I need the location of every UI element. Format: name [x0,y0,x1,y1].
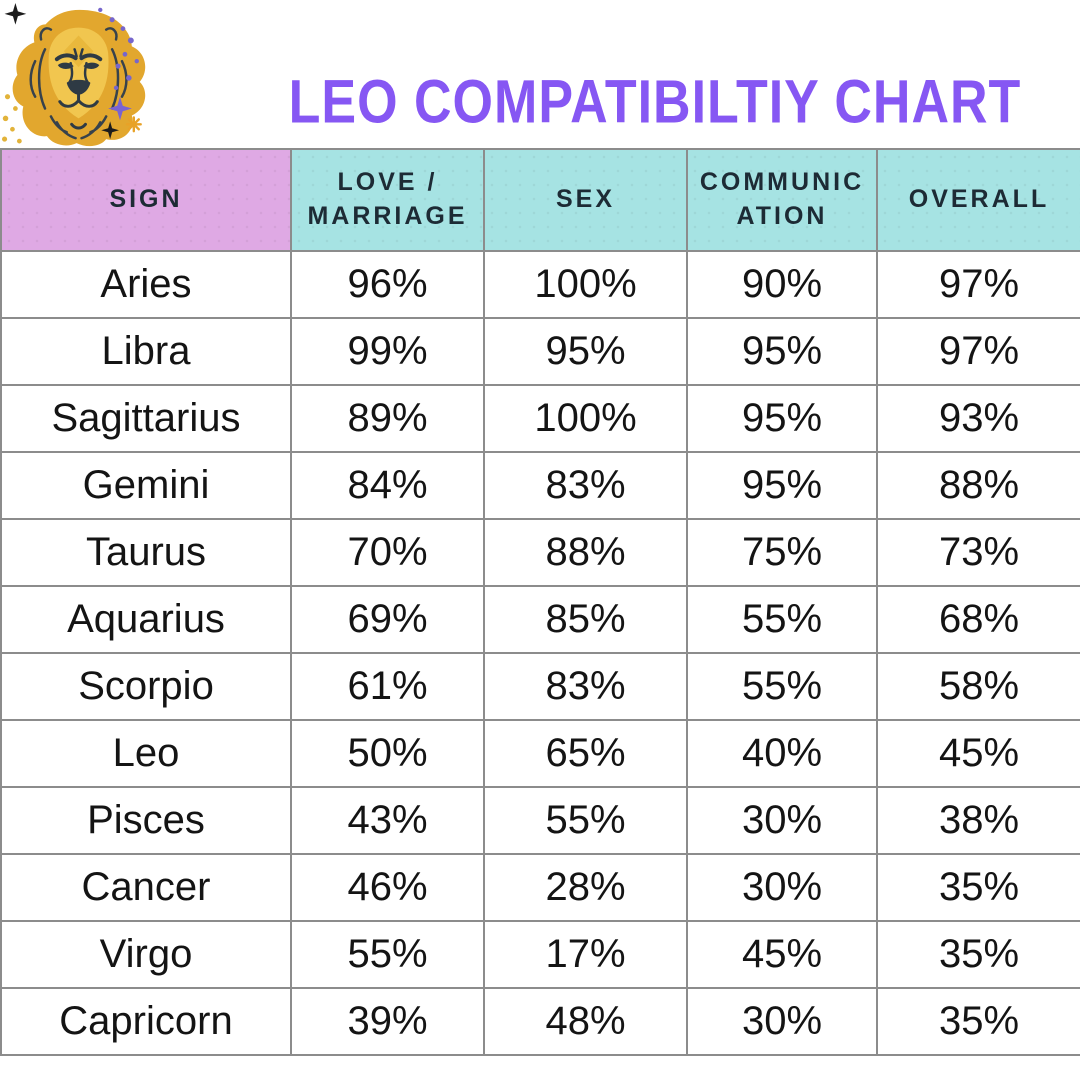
communication-cell: 40% [686,719,878,788]
love-marriage-cell: 99% [290,317,485,386]
sign-cell: Aries [0,250,292,319]
sign-cell: Sagittarius [0,384,292,453]
sex-cell: 83% [483,652,688,721]
sign-cell: Scorpio [0,652,292,721]
communication-cell: 90% [686,250,878,319]
communication-cell: 55% [686,652,878,721]
sign-cell: Aquarius [0,585,292,654]
table-row: Scorpio 61% 83% 55% 58% [0,652,1080,721]
communication-cell: 95% [686,317,878,386]
lion-face [48,27,109,130]
column-header-overall: OVERALL [876,148,1080,252]
love-marriage-cell: 70% [290,518,485,587]
love-marriage-cell: 55% [290,920,485,989]
overall-cell: 38% [876,786,1080,855]
table-row: Cancer 46% 28% 30% 35% [0,853,1080,922]
purple-dots [98,7,139,90]
sex-cell: 95% [483,317,688,386]
love-marriage-cell: 89% [290,384,485,453]
table-row: Pisces 43% 55% 30% 38% [0,786,1080,855]
overall-cell: 68% [876,585,1080,654]
communication-cell: 95% [686,451,878,520]
table-header: SIGN LOVE / MARRIAGE SEX COMMUNICATION O… [0,148,1080,252]
overall-cell: 58% [876,652,1080,721]
yellow-dots [1,94,22,144]
sex-cell: 48% [483,987,688,1056]
sign-cell: Gemini [0,451,292,520]
communication-cell: 30% [686,786,878,855]
love-marriage-cell: 46% [290,853,485,922]
communication-cell: 55% [686,585,878,654]
overall-cell: 88% [876,451,1080,520]
table-row: Sagittarius 89% 100% 95% 93% [0,384,1080,453]
sex-cell: 100% [483,384,688,453]
sex-cell: 65% [483,719,688,788]
sex-cell: 55% [483,786,688,855]
communication-cell: 30% [686,853,878,922]
communication-cell: 75% [686,518,878,587]
sign-cell: Taurus [0,518,292,587]
overall-cell: 45% [876,719,1080,788]
sex-cell: 17% [483,920,688,989]
table-row: Libra 99% 95% 95% 97% [0,317,1080,386]
sex-cell: 88% [483,518,688,587]
table-row: Aquarius 69% 85% 55% 68% [0,585,1080,654]
sign-cell: Capricorn [0,987,292,1056]
overall-cell: 35% [876,987,1080,1056]
overall-cell: 93% [876,384,1080,453]
sign-cell: Pisces [0,786,292,855]
overall-cell: 35% [876,920,1080,989]
table-row: Leo 50% 65% 40% 45% [0,719,1080,788]
love-marriage-cell: 69% [290,585,485,654]
table-body: Aries 96% 100% 90% 97% Libra 99% 95% 95% 97% Sagit… [0,250,1080,1056]
table-row: Capricorn 39% 48% 30% 35% [0,987,1080,1056]
table-row: Virgo 55% 17% 45% 35% [0,920,1080,989]
table-row: Gemini 84% 83% 95% 88% [0,451,1080,520]
love-marriage-cell: 39% [290,987,485,1056]
love-marriage-cell: 96% [290,250,485,319]
sign-cell: Libra [0,317,292,386]
table-row: Aries 96% 100% 90% 97% [0,250,1080,319]
compatibility-table: SIGN LOVE / MARRIAGE SEX COMMUNICATION O… [0,148,1080,1056]
sex-cell: 83% [483,451,688,520]
love-marriage-cell: 43% [290,786,485,855]
sex-cell: 100% [483,250,688,319]
sex-cell: 85% [483,585,688,654]
overall-cell: 97% [876,317,1080,386]
sign-cell: Virgo [0,920,292,989]
leo-lion-icon [1,2,146,147]
overall-cell: 97% [876,250,1080,319]
column-header-love-marriage: LOVE / MARRIAGE [290,148,485,252]
orange-asterisk-icon [125,116,142,133]
communication-cell: 30% [686,987,878,1056]
sparkle-stars-icon [4,2,142,140]
column-header-sex: SEX [483,148,688,252]
column-header-communication: COMMUNICATION [686,148,878,252]
communication-cell: 95% [686,384,878,453]
header-bar: LEO COMPATIBILTIY CHART [0,0,1080,148]
overall-cell: 35% [876,853,1080,922]
table-row: Taurus 70% 88% 75% 73% [0,518,1080,587]
sign-cell: Cancer [0,853,292,922]
sign-cell: Leo [0,719,292,788]
sex-cell: 28% [483,853,688,922]
communication-cell: 45% [686,920,878,989]
header-row: SIGN LOVE / MARRIAGE SEX COMMUNICATION O… [0,148,1080,252]
love-marriage-cell: 84% [290,451,485,520]
column-header-sign: SIGN [0,148,292,252]
overall-cell: 73% [876,518,1080,587]
page-title: LEO COMPATIBILTIY CHART [288,68,1022,137]
love-marriage-cell: 50% [290,719,485,788]
love-marriage-cell: 61% [290,652,485,721]
